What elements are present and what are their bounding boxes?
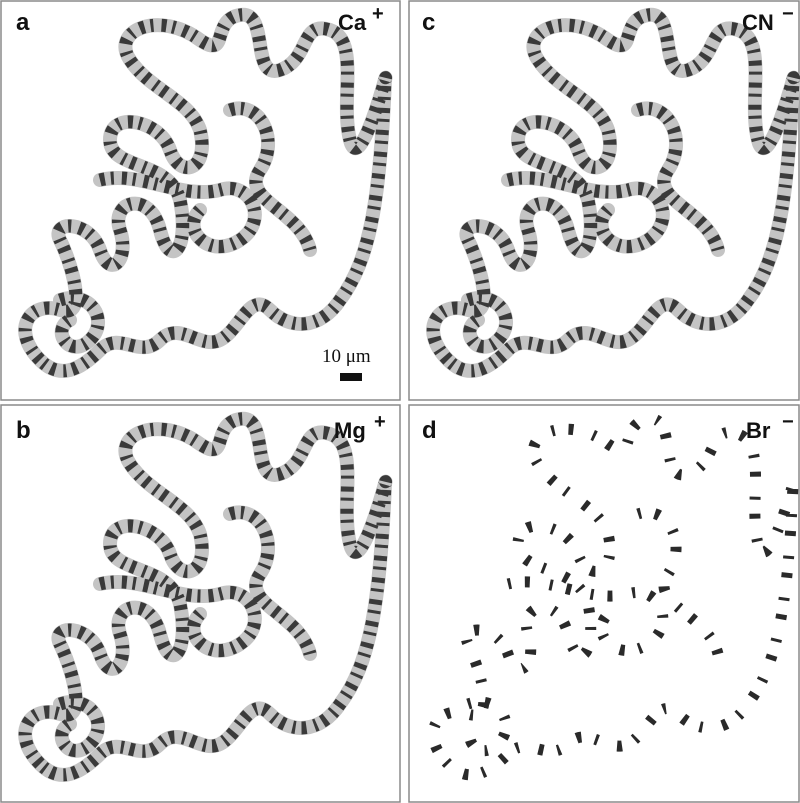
panel-letter: c bbox=[422, 9, 435, 36]
ion-charge: + bbox=[372, 3, 384, 25]
panel-letter: d bbox=[422, 417, 437, 444]
scale-bar-label: 10 μm bbox=[322, 346, 371, 367]
figure: a Ca + 10 μm c CN − b Mg + d Br − bbox=[0, 0, 800, 803]
scale-bar bbox=[340, 373, 362, 381]
panel-d: d Br − bbox=[409, 405, 799, 802]
panel-letter: a bbox=[16, 9, 30, 36]
ion-charge: − bbox=[782, 3, 794, 25]
ion-charge: − bbox=[782, 411, 794, 433]
ion-label: Ca bbox=[338, 10, 367, 35]
panel-a: a Ca + 10 μm bbox=[1, 1, 400, 400]
ion-label: Mg bbox=[334, 418, 366, 443]
ion-charge: + bbox=[374, 411, 386, 433]
ion-label: Br bbox=[746, 418, 771, 443]
panel-letter: b bbox=[16, 417, 31, 444]
ion-label: CN bbox=[742, 10, 774, 35]
panel-b: b Mg + bbox=[1, 405, 400, 802]
panel-c: c CN − bbox=[409, 1, 799, 400]
